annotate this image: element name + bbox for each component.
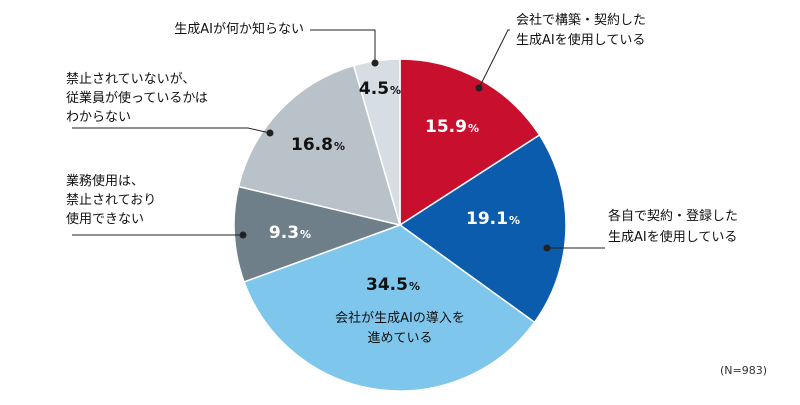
- slice-value-label-1: 15.9%: [425, 117, 479, 137]
- slice-category-label-6: 生成AIが何か知らない: [174, 21, 304, 37]
- slice-category-label-3: 会社が生成AIの導入を進めている: [335, 310, 465, 346]
- slice-value-label-4: 9.3%: [269, 223, 311, 243]
- leader-lines-layer: [72, 29, 605, 252]
- value-labels-layer: 15.9% 19.1% 34.5% 9.3% 16.8% 4.5%: [269, 79, 520, 295]
- slice-category-label-4: 業務使用は、禁止されており使用できない: [66, 173, 156, 227]
- slice-category-label-5: 禁止されていないが、従業員が使っているかはわからない: [66, 72, 208, 125]
- leader-dot-5: [266, 129, 274, 137]
- sample-size-note: (N=983): [720, 364, 767, 377]
- slice-value-label-5: 16.8%: [291, 135, 345, 155]
- leader-line-1: [478, 29, 510, 89]
- category-labels-layer: 会社で構築・契約した生成AIを使用している各自で契約・登録した生成AIを使用して…: [66, 12, 738, 346]
- pie-slice-1: [399, 58, 541, 227]
- slice-value-label-6: 4.5%: [359, 79, 401, 99]
- pie-slice-3: [243, 224, 536, 392]
- leader-line-6: [310, 29, 376, 63]
- leader-dot-2: [543, 244, 551, 252]
- pie-slice-5: [237, 64, 402, 227]
- leader-line-5: [72, 127, 271, 134]
- pie-slice-2: [398, 133, 567, 324]
- leader-dot-4: [239, 231, 247, 239]
- leader-dot-1: [475, 84, 483, 92]
- leader-dot-6: [371, 59, 379, 67]
- slice-category-label-1: 会社で構築・契約した生成AIを使用している: [516, 12, 646, 48]
- slice-category-label-2: 各自で契約・登録した生成AIを使用している: [608, 208, 738, 245]
- slice-value-label-3: 34.5%: [366, 275, 420, 295]
- slices-layer: [233, 58, 567, 392]
- slice-value-label-2: 19.1%: [466, 209, 520, 229]
